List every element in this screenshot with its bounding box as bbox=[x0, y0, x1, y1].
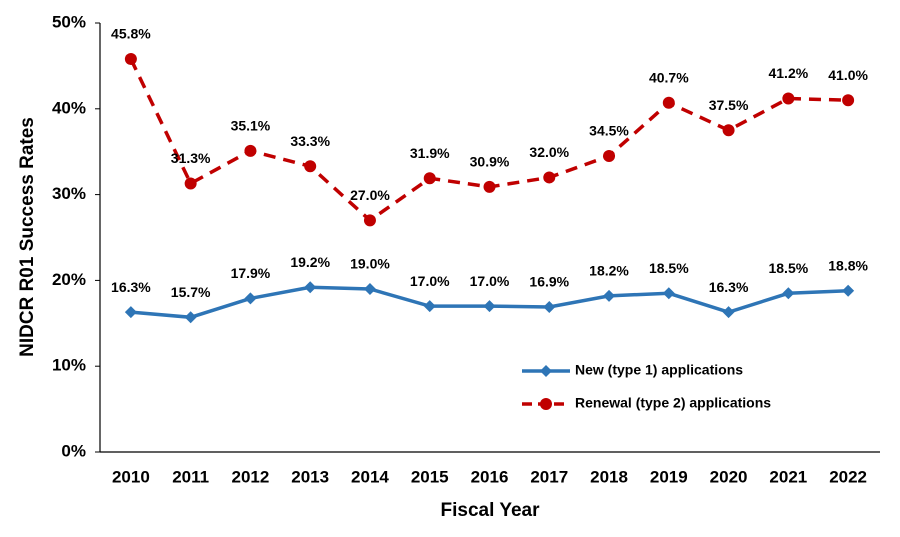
x-tick-label: 2010 bbox=[112, 467, 150, 486]
data-label: 18.8% bbox=[828, 257, 868, 273]
y-tick-label: 20% bbox=[52, 270, 86, 289]
data-label: 41.0% bbox=[828, 67, 868, 83]
legend-marker bbox=[540, 398, 552, 410]
data-label: 41.2% bbox=[768, 65, 808, 81]
data-point bbox=[483, 180, 496, 193]
x-tick-label: 2015 bbox=[411, 467, 449, 486]
legend-marker bbox=[540, 365, 552, 377]
x-tick-label: 2012 bbox=[232, 467, 270, 486]
data-point bbox=[363, 282, 376, 295]
x-tick-label: 2016 bbox=[471, 467, 509, 486]
data-label: 32.0% bbox=[529, 144, 569, 160]
data-label: 17.0% bbox=[470, 273, 510, 289]
y-tick-label: 40% bbox=[52, 98, 86, 117]
x-tick-label: 2017 bbox=[530, 467, 568, 486]
x-tick-label: 2013 bbox=[291, 467, 329, 486]
data-label: 31.3% bbox=[171, 150, 211, 166]
data-point bbox=[662, 96, 675, 109]
data-point bbox=[722, 306, 735, 319]
legend-label: Renewal (type 2) applications bbox=[575, 395, 771, 411]
data-point bbox=[244, 292, 257, 305]
data-point bbox=[124, 306, 137, 319]
data-point bbox=[423, 300, 436, 313]
data-point bbox=[184, 177, 197, 190]
data-point bbox=[363, 214, 376, 227]
data-point bbox=[782, 92, 795, 105]
data-point bbox=[543, 300, 556, 313]
data-label: 33.3% bbox=[290, 133, 330, 149]
data-label: 31.9% bbox=[410, 145, 450, 161]
data-point bbox=[244, 144, 257, 157]
y-tick-label: 30% bbox=[52, 184, 86, 203]
data-label: 45.8% bbox=[111, 26, 151, 42]
data-label: 34.5% bbox=[589, 123, 629, 139]
data-label: 16.3% bbox=[111, 279, 151, 295]
data-point bbox=[423, 172, 436, 185]
data-point bbox=[782, 287, 795, 300]
data-point bbox=[304, 160, 317, 173]
data-point bbox=[662, 287, 675, 300]
x-axis-title: Fiscal Year bbox=[441, 500, 541, 521]
data-point bbox=[304, 281, 317, 294]
data-label: 19.0% bbox=[350, 256, 390, 272]
y-tick-label: 10% bbox=[52, 356, 86, 375]
data-point bbox=[842, 284, 855, 297]
x-tick-label: 2020 bbox=[710, 467, 748, 486]
data-label: 30.9% bbox=[470, 154, 510, 170]
x-tick-label: 2011 bbox=[172, 467, 209, 486]
data-label: 15.7% bbox=[171, 284, 211, 300]
legend-label: New (type 1) applications bbox=[575, 362, 743, 378]
data-label: 18.5% bbox=[768, 260, 808, 276]
data-label: 16.9% bbox=[529, 274, 569, 290]
data-label: 16.3% bbox=[709, 279, 749, 295]
y-tick-label: 50% bbox=[52, 12, 86, 31]
data-point bbox=[842, 94, 855, 107]
data-label: 19.2% bbox=[290, 254, 330, 270]
data-label: 18.2% bbox=[589, 263, 629, 279]
data-label: 18.5% bbox=[649, 260, 689, 276]
y-axis-title: NIDCR R01 Success Rates bbox=[17, 117, 38, 357]
series-line bbox=[129, 58, 849, 223]
data-point bbox=[124, 53, 137, 66]
data-point bbox=[722, 124, 735, 137]
data-point bbox=[603, 289, 616, 302]
data-point bbox=[603, 149, 616, 162]
data-label: 27.0% bbox=[350, 187, 390, 203]
data-point bbox=[483, 300, 496, 313]
data-point bbox=[543, 171, 556, 184]
x-tick-label: 2022 bbox=[829, 467, 867, 486]
x-tick-label: 2014 bbox=[351, 467, 389, 486]
data-label: 40.7% bbox=[649, 69, 689, 85]
data-label: 17.0% bbox=[410, 273, 450, 289]
x-tick-label: 2018 bbox=[590, 467, 628, 486]
data-point bbox=[184, 311, 197, 324]
data-label: 35.1% bbox=[231, 118, 271, 134]
x-tick-label: 2021 bbox=[769, 467, 807, 486]
data-label: 17.9% bbox=[231, 265, 271, 281]
data-label: 37.5% bbox=[709, 97, 749, 113]
y-tick-label: 0% bbox=[61, 441, 86, 460]
x-tick-label: 2019 bbox=[650, 467, 688, 486]
